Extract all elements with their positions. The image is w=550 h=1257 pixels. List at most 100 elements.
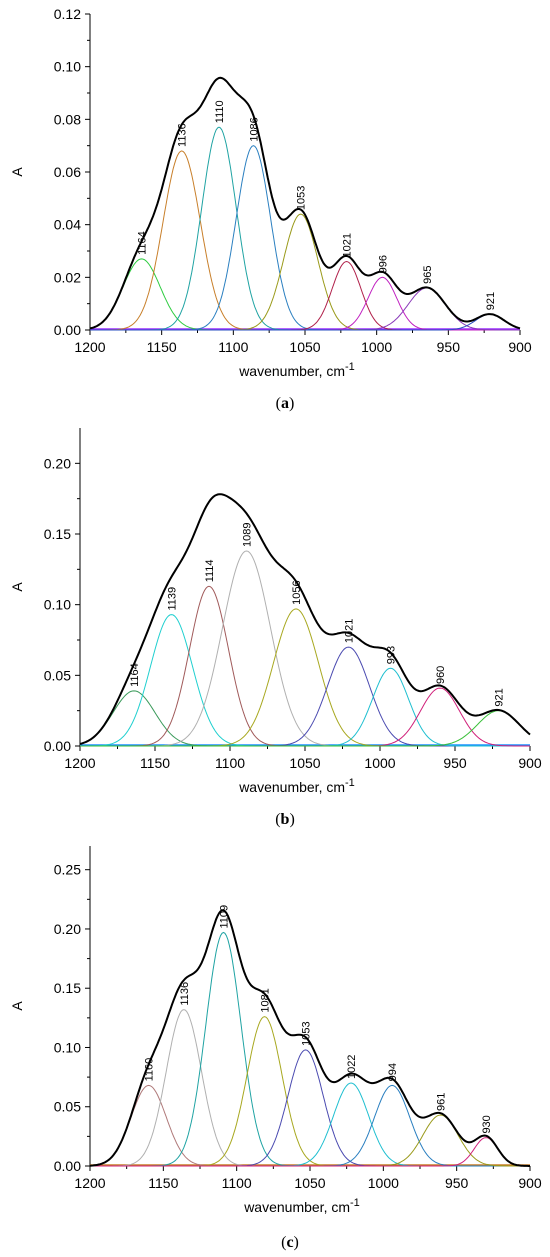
- x-axis-title-superscript: -1: [345, 777, 355, 789]
- peak-curve-1086: [90, 145, 520, 331]
- y-tick-label: 0.15: [54, 980, 81, 996]
- x-tick-label: 1050: [289, 339, 320, 355]
- peak-curve-996: [90, 276, 520, 331]
- peak-label-1114: 1114: [204, 559, 216, 582]
- y-tick-label: 0.05: [44, 667, 71, 683]
- y-tick-label: 0.15: [44, 526, 71, 542]
- panel-caption: (c): [281, 1234, 299, 1251]
- peak-curve-1021: [90, 260, 520, 331]
- x-tick-label: 1200: [74, 1175, 105, 1191]
- y-tick-label: 0.00: [54, 1158, 81, 1174]
- x-tick-label: 950: [437, 339, 461, 355]
- peak-curve-921: [80, 710, 531, 747]
- panel-letter: a: [281, 395, 289, 412]
- y-tick-label: 0.10: [44, 597, 71, 613]
- x-tick-label: 1150: [140, 755, 170, 771]
- y-tick-label: 0.02: [54, 269, 81, 285]
- x-tick-label: 1000: [361, 339, 392, 355]
- y-tick-label: 0.20: [54, 921, 81, 937]
- peak-label-1136: 1136: [177, 123, 189, 147]
- peak-label-1022: 1022: [346, 1055, 358, 1079]
- y-axis-title: A: [9, 167, 25, 177]
- x-tick-label: 1150: [147, 339, 177, 355]
- x-axis-title: wavenumber, cm-1: [238, 361, 355, 379]
- peak-label-1139: 1139: [167, 587, 179, 611]
- peak-label-1136: 1136: [179, 982, 191, 1006]
- x-tick-label: 1000: [364, 755, 395, 771]
- y-tick-label: 0.08: [54, 111, 81, 127]
- x-tick-label: 1200: [64, 755, 95, 771]
- peak-label-1081: 1081: [260, 988, 272, 1012]
- y-tick-label: 0.10: [54, 1039, 81, 1055]
- peak-curve-1021: [80, 646, 530, 747]
- peak-curve-1053: [90, 213, 520, 331]
- x-tick-label: 1150: [148, 1175, 178, 1191]
- peak-label-996: 996: [377, 255, 389, 273]
- peak-label-1053: 1053: [296, 186, 308, 210]
- x-tick-label: 900: [508, 339, 532, 355]
- peak-curve-1022: [90, 1082, 530, 1167]
- y-tick-label: 0.12: [54, 6, 81, 22]
- x-axis-title-superscript: -1: [345, 361, 355, 373]
- peak-label-1089: 1089: [242, 522, 254, 546]
- panel-caption: (a): [276, 395, 295, 412]
- peak-curve-921: [90, 313, 521, 331]
- x-tick-label: 1100: [222, 1175, 252, 1191]
- y-tick-label: 0.00: [54, 322, 81, 338]
- peak-label-1164: 1164: [137, 231, 149, 255]
- envelope-curve: [79, 493, 531, 745]
- x-axis-title-superscript: -1: [350, 1197, 360, 1209]
- peak-label-921: 921: [494, 688, 506, 706]
- chart-panel-c: 0.00 0.05 0.10 0.15 0.20 0.25 1200 1150 1100 1050…: [0, 836, 550, 1257]
- peak-curve-1114: [80, 585, 530, 747]
- x-tick-label: 1050: [294, 1175, 325, 1191]
- peak-label-1021: 1021: [342, 233, 354, 257]
- x-tick-label: 950: [445, 1175, 469, 1191]
- peak-label-1110: 1110: [214, 100, 226, 123]
- peak-label-1160: 1160: [144, 1058, 156, 1082]
- peak-label-965: 965: [422, 266, 434, 284]
- y-tick-label: 0.20: [44, 455, 71, 471]
- peak-curve-965: [90, 287, 520, 331]
- x-axis-title: wavenumber, cm-1: [238, 777, 355, 795]
- y-tick-label: 0.10: [54, 59, 81, 75]
- x-tick-label: 1000: [368, 1175, 399, 1191]
- x-tick-label: 1100: [218, 339, 248, 355]
- peak-curve-1053: [90, 1049, 530, 1167]
- chart-panel-a: 0.00 0.02 0.04 0.06 0.08 0.10 0.12 1200 1150 1100…: [0, 0, 550, 418]
- peak-curve-1110: [90, 126, 520, 331]
- chart-c: 0.00 0.05 0.10 0.15 0.20 0.25 1200 1150 1100 1050…: [9, 846, 542, 1251]
- peak-curve-994: [90, 1084, 530, 1167]
- x-tick-label: 900: [518, 1175, 542, 1191]
- peak-label-960: 960: [435, 666, 447, 684]
- panel-letter: c: [286, 1234, 293, 1251]
- y-tick-label: 0.25: [54, 862, 81, 878]
- peak-label-961: 961: [436, 1093, 448, 1111]
- peak-label-1021: 1021: [344, 619, 356, 643]
- peak-curve-1160: [89, 1084, 530, 1167]
- peak-label-1164: 1164: [129, 663, 141, 687]
- y-axis-title: A: [9, 1001, 25, 1011]
- x-tick-label: 1200: [74, 339, 105, 355]
- chart-a: 0.00 0.02 0.04 0.06 0.08 0.10 0.12 1200 1150 1100…: [9, 6, 532, 412]
- x-tick-label: 1100: [215, 755, 245, 771]
- peak-curve-1136: [90, 150, 520, 331]
- envelope-curve: [89, 76, 521, 330]
- peak-label-994: 994: [387, 1063, 399, 1081]
- envelope-curve: [89, 909, 530, 1167]
- peak-label-1086: 1086: [248, 117, 260, 141]
- y-tick-label: 0.06: [54, 164, 81, 180]
- y-tick-label: 0.05: [54, 1099, 81, 1115]
- peak-label-993: 993: [386, 646, 398, 664]
- x-tick-label: 950: [443, 755, 467, 771]
- chart-b: 0.00 0.05 0.10 0.15 0.20 1200 1150 1100 1050 1000…: [9, 428, 542, 828]
- peak-label-930: 930: [481, 1115, 493, 1133]
- peak-label-1053: 1053: [301, 1021, 313, 1045]
- y-tick-label: 0.04: [54, 217, 81, 233]
- peak-curve-930: [90, 1137, 530, 1167]
- chart-panel-b: 0.00 0.05 0.10 0.15 0.20 1200 1150 1100 1050 1000…: [0, 418, 550, 836]
- x-axis-title: wavenumber, cm-1: [243, 1197, 360, 1215]
- peak-label-921: 921: [485, 292, 497, 310]
- panel-caption: (b): [275, 811, 295, 828]
- y-tick-label: 0.00: [44, 738, 71, 754]
